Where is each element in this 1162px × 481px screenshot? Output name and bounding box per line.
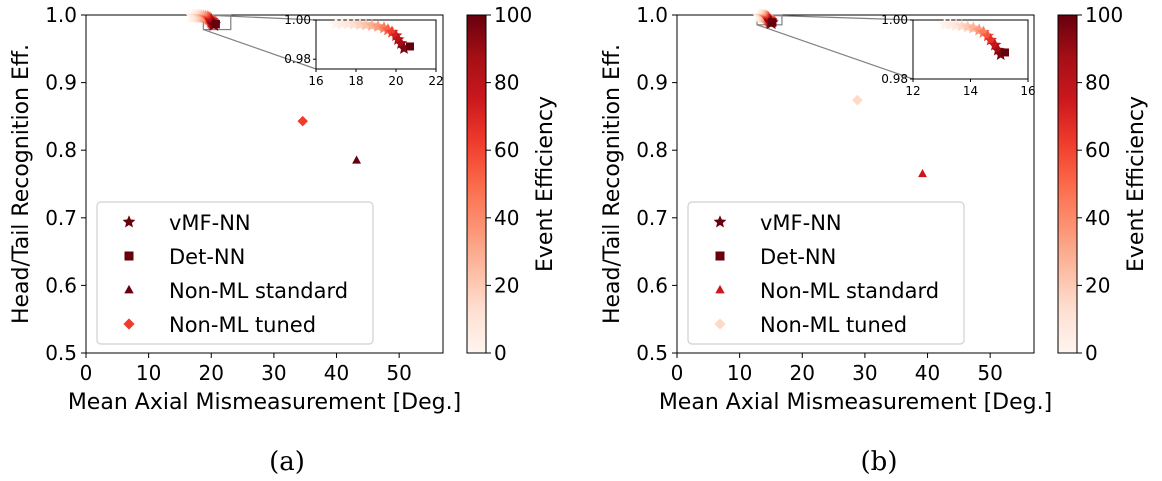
inset-connector: [203, 28, 317, 70]
inset-point-square: [406, 42, 414, 51]
legend-marker-square: [715, 251, 725, 261]
colorbar-tick-label: 60: [494, 138, 519, 162]
inset-point-star: [397, 41, 411, 54]
x-tick-label: 20: [199, 361, 224, 385]
x-tick-label: 50: [386, 361, 411, 385]
x-tick-label: 0: [80, 361, 93, 385]
y-tick-label: 0.5: [45, 341, 77, 365]
legend-label: Non-ML tuned: [169, 313, 316, 337]
y-axis-label: Head/Tail Recognition Eff.: [9, 44, 34, 324]
legend-marker-diamond: [714, 318, 726, 330]
data-point-triangle: [918, 169, 927, 178]
colorbar-tick-label: 20: [1085, 273, 1110, 297]
legend-label: Non-ML standard: [760, 279, 939, 303]
x-tick-label: 10: [136, 361, 161, 385]
colorbar-label: Event Efficiency: [1124, 96, 1149, 272]
inset-y-tick-label: 0.98: [284, 52, 311, 66]
x-tick-label: 40: [915, 361, 940, 385]
colorbar-tick-label: 60: [1085, 138, 1110, 162]
inset-connector: [756, 24, 914, 80]
y-tick-label: 0.5: [636, 341, 668, 365]
y-tick-label: 0.7: [636, 206, 668, 230]
legend-marker-diamond: [123, 318, 135, 330]
legend-marker-square: [124, 251, 134, 261]
legend-box: [96, 201, 374, 345]
y-tick-label: 0.6: [636, 273, 668, 297]
y-axis-label: Head/Tail Recognition Eff.: [600, 44, 625, 324]
legend-label: Non-ML tuned: [760, 313, 907, 337]
inset-x-tick-label: 22: [428, 74, 443, 88]
y-tick-label: 1.0: [45, 3, 77, 27]
inset-x-tick-label: 18: [348, 74, 363, 88]
x-tick-label: 30: [852, 361, 877, 385]
colorbar-tick-label: 100: [1085, 3, 1123, 27]
colorbar-tick-label: 40: [494, 206, 519, 230]
plot-frame: [676, 14, 1035, 354]
legend-box: [687, 201, 965, 345]
inset-x-tick-label: 12: [905, 84, 920, 98]
y-tick-label: 0.7: [45, 206, 77, 230]
colorbar: [466, 14, 487, 354]
data-point-diamond: [852, 94, 863, 106]
x-axis-label: Mean Axial Mismeasurement [Deg.]: [659, 390, 1052, 415]
inset-x-tick-label: 14: [963, 84, 978, 98]
colorbar-label: Event Efficiency: [533, 96, 558, 272]
inset-point-star: [994, 47, 1008, 60]
colorbar-tick-label: 80: [1085, 71, 1110, 95]
inset-y-tick-label: 1.00: [284, 13, 311, 27]
inset-connector: [757, 14, 914, 21]
legend-label: vMF-NN: [760, 211, 842, 235]
colorbar-tick-label: 20: [494, 273, 519, 297]
y-tick-label: 0.9: [45, 71, 77, 95]
inset-x-tick-label: 16: [1020, 84, 1035, 98]
panel-caption: (b): [861, 447, 898, 477]
colorbar-tick-label: 0: [494, 341, 507, 365]
legend-marker-star: [713, 215, 727, 228]
colorbar-tick-label: 80: [494, 71, 519, 95]
inset-y-tick-label: 1.00: [881, 13, 908, 27]
x-axis-label: Mean Axial Mismeasurement [Deg.]: [68, 390, 461, 415]
legend-label: Det-NN: [760, 245, 836, 269]
legend-label: vMF-NN: [169, 211, 251, 235]
legend-label: Non-ML standard: [169, 279, 348, 303]
chart-panel-a: 0 10 20 30 40 50 0.5 0.6 0.7 0.8 0.9 1.0 Mean Axial …: [9, 3, 558, 477]
legend-marker-star: [122, 215, 136, 228]
y-tick-label: 1.0: [636, 3, 668, 27]
data-point-triangle: [352, 155, 362, 164]
x-tick-label: 30: [261, 361, 286, 385]
legend-marker-triangle: [715, 284, 725, 294]
y-tick-label: 0.8: [45, 138, 77, 162]
inset-y-tick-label: 0.98: [881, 72, 908, 86]
colorbar-tick-label: 100: [494, 3, 532, 27]
colorbar-tick-label: 40: [1085, 206, 1110, 230]
y-tick-label: 0.9: [636, 71, 668, 95]
inset-connector: [203, 14, 317, 21]
y-tick-label: 0.6: [45, 273, 77, 297]
legend-label: Det-NN: [169, 245, 245, 269]
y-tick-label: 0.8: [636, 138, 668, 162]
x-tick-label: 50: [977, 361, 1002, 385]
inset-x-tick-label: 16: [308, 74, 323, 88]
plot-frame: [85, 14, 444, 354]
data-point-square: [211, 19, 220, 29]
data-point-diamond: [297, 115, 308, 127]
x-tick-label: 10: [727, 361, 752, 385]
x-tick-label: 0: [671, 361, 684, 385]
panel-caption: (a): [269, 447, 305, 477]
colorbar: [1057, 14, 1078, 354]
chart-panel-b: 0 10 20 30 40 50 0.5 0.6 0.7 0.8 0.9 1.0 Mean Axial …: [600, 3, 1149, 477]
x-tick-label: 20: [790, 361, 815, 385]
inset-x-tick-label: 20: [388, 74, 403, 88]
legend-marker-triangle: [124, 284, 134, 294]
data-point-square: [767, 18, 777, 27]
inset-point-square: [1001, 48, 1009, 57]
x-tick-label: 40: [324, 361, 349, 385]
colorbar-tick-label: 0: [1085, 341, 1098, 365]
